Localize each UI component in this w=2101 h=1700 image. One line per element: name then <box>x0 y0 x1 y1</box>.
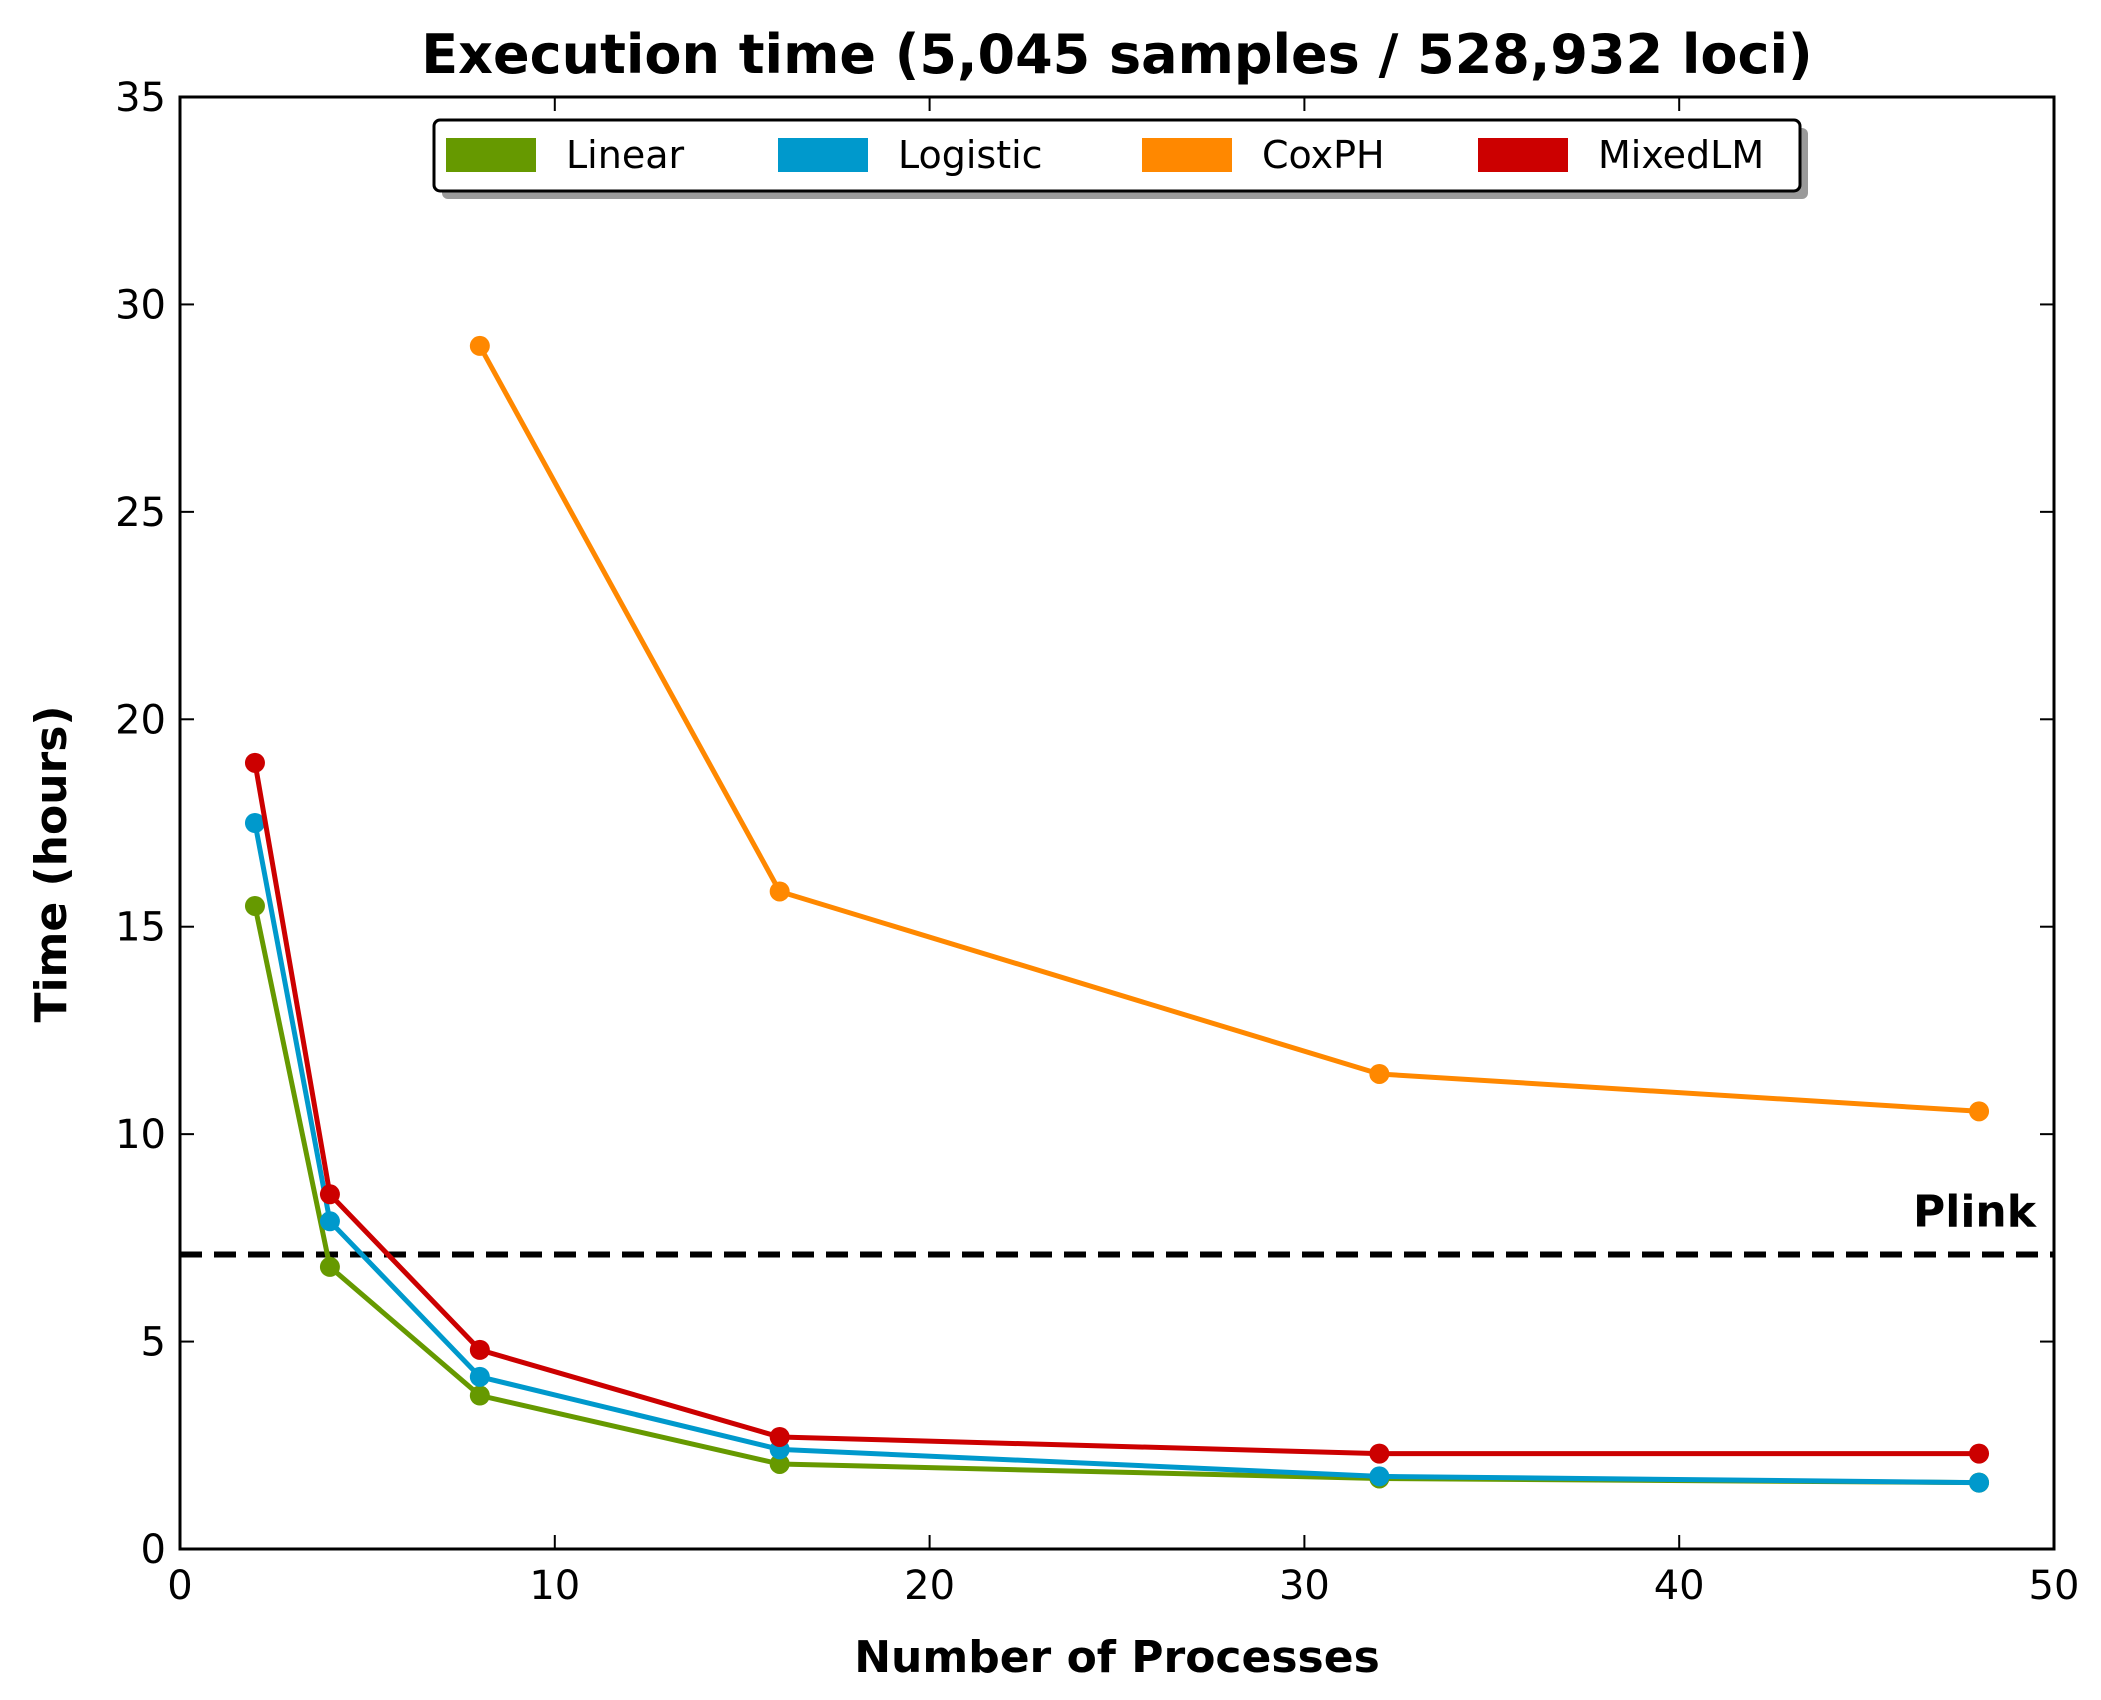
series-logistic <box>244 813 1990 1493</box>
x-axis-label: Number of Processes <box>854 1632 1380 1683</box>
legend-label-mixedlm: MixedLM <box>1598 133 1764 177</box>
legend-label-linear: Linear <box>566 133 684 177</box>
series-group <box>244 335 1990 1493</box>
data-point-mixedlm <box>469 1339 490 1360</box>
y-tick-label: 20 <box>115 697 166 743</box>
reference-line-group: Plink <box>180 1186 2054 1258</box>
series-line-mixedlm <box>252 762 1979 1457</box>
x-tick-label: 0 <box>167 1563 192 1609</box>
data-point-logistic <box>319 1211 340 1232</box>
chart-title: Execution time (5,045 samples / 528,932 … <box>421 23 1812 86</box>
y-tick-label: 35 <box>115 75 166 121</box>
data-point-mixedlm <box>319 1184 340 1205</box>
data-point-linear <box>319 1256 340 1277</box>
legend: Linear Logistic CoxPH MixedLM <box>432 118 1808 199</box>
legend-swatch-coxph <box>1142 138 1232 172</box>
x-tick-label: 50 <box>2029 1563 2080 1609</box>
x-tick-label: 20 <box>904 1563 955 1609</box>
data-point-logistic <box>1969 1472 1990 1493</box>
legend-swatch-logistic <box>778 138 868 172</box>
series-linear <box>244 895 1990 1493</box>
x-tick-label: 30 <box>1279 1563 1330 1609</box>
legend-swatch-mixedlm <box>1478 138 1568 172</box>
legend-swatch-linear <box>446 138 536 172</box>
y-tick-label: 10 <box>115 1112 166 1158</box>
y-tick-label: 15 <box>115 905 166 951</box>
data-point-mixedlm <box>1969 1443 1990 1464</box>
data-point-coxph <box>1969 1101 1990 1122</box>
data-point-linear <box>769 1453 790 1474</box>
plink-label: Plink <box>1913 1186 2038 1237</box>
legend-label-coxph: CoxPH <box>1262 133 1385 177</box>
series-line-logistic <box>252 822 1980 1486</box>
series-mixedlm <box>244 752 1990 1464</box>
legend-label-logistic: Logistic <box>898 133 1043 177</box>
series-coxph <box>469 335 1990 1122</box>
plot-area-frame <box>178 95 2056 1551</box>
x-tick-label: 10 <box>529 1563 580 1609</box>
y-tick-label: 5 <box>141 1320 166 1366</box>
y-tick-label: 25 <box>115 490 166 536</box>
data-point-logistic <box>1369 1466 1390 1487</box>
y-axis-label: Time (hours) <box>26 705 77 1022</box>
data-point-logistic <box>469 1366 490 1387</box>
y-tick-label: 0 <box>141 1527 166 1573</box>
data-point-coxph <box>769 881 790 902</box>
data-point-mixedlm <box>244 752 265 773</box>
data-point-coxph <box>469 335 490 356</box>
data-point-coxph <box>1369 1063 1390 1084</box>
data-point-mixedlm <box>769 1426 790 1447</box>
y-tick-label: 30 <box>115 282 166 328</box>
data-point-mixedlm <box>1369 1443 1390 1464</box>
axis-ticks: 0 10 20 30 40 50 0 5 10 15 20 25 30 35 <box>115 75 2079 1609</box>
x-tick-label: 40 <box>1654 1563 1705 1609</box>
data-point-linear <box>469 1385 490 1406</box>
data-point-logistic <box>244 813 265 833</box>
series-line-coxph <box>477 344 1980 1114</box>
legend-box <box>432 118 1802 193</box>
data-point-linear <box>244 895 265 916</box>
